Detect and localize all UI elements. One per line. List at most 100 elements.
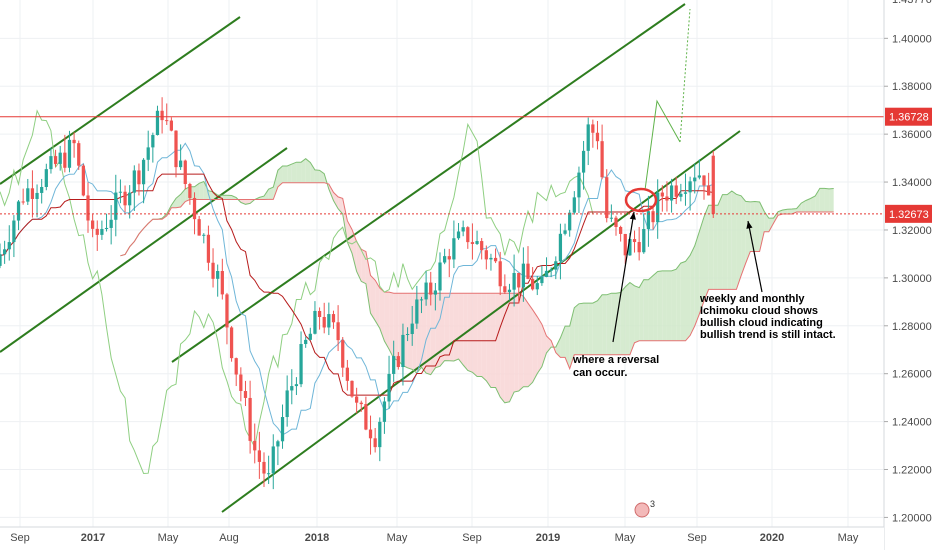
candle-body	[3, 249, 7, 255]
candle-body	[669, 185, 674, 201]
candle-body	[401, 334, 405, 368]
price-tag[interactable]	[885, 204, 932, 223]
candle-body	[114, 192, 118, 220]
price-tag-label: 1.36728	[889, 112, 929, 124]
candle-body	[239, 374, 243, 391]
x-tick-label: 2020	[760, 532, 784, 544]
cloud-segment	[393, 293, 399, 361]
candle-body	[693, 177, 697, 182]
candle-body	[253, 440, 257, 451]
y-tick-label: 1.26000	[892, 369, 932, 381]
candle-body	[12, 220, 16, 243]
candle-body	[285, 390, 289, 418]
cloud-segment	[518, 293, 524, 392]
x-tick-label: Sep	[462, 532, 482, 544]
annotation-cloud: weekly and monthly Ichimoku cloud shows …	[699, 293, 836, 341]
cloud-segment	[727, 190, 732, 290]
cloud-segment	[708, 205, 714, 290]
candle-body	[91, 220, 95, 229]
y-tick-label: 1.38000	[892, 81, 932, 93]
annotation-reversal-line-1: where a reversal	[572, 354, 659, 366]
cloud-segment	[736, 194, 742, 290]
y-tick-label-top: 1.43776	[892, 0, 932, 6]
cloud-segment	[801, 200, 806, 213]
cloud-segment	[671, 269, 677, 341]
arrow-cloud[interactable]	[747, 220, 763, 293]
trend-channel-line[interactable]	[171, 3, 686, 363]
ichimoku-cloud	[120, 158, 834, 403]
candle-body	[554, 261, 558, 270]
cloud-segment	[690, 245, 695, 336]
cloud-segment	[745, 201, 751, 264]
candle-body	[44, 169, 48, 187]
candle-body	[197, 219, 201, 236]
cloud-segment	[666, 270, 672, 341]
cloud-segment	[291, 162, 297, 183]
cloud-segment	[500, 293, 505, 403]
cloud-segment	[648, 275, 654, 341]
arrow-reversal-head	[629, 212, 636, 220]
candle-body	[711, 155, 715, 214]
cloud-segment	[532, 309, 538, 383]
candle-body	[104, 227, 109, 229]
candle-body	[688, 181, 692, 193]
candle-body	[373, 438, 377, 448]
cloud-segment	[449, 293, 454, 362]
cloud-segment	[643, 279, 649, 341]
price-tag[interactable]	[885, 107, 932, 126]
candle-body	[466, 227, 470, 243]
arrow-reversal[interactable]	[612, 211, 635, 343]
candle-body	[563, 230, 567, 234]
time-scale-panel[interactable]	[0, 527, 884, 550]
candle-body	[141, 159, 146, 185]
candle-body	[531, 278, 535, 290]
cloud-segment	[245, 199, 251, 205]
cloud-segment	[634, 285, 640, 343]
cloud-segment	[477, 293, 482, 377]
candle-body	[271, 446, 275, 474]
candle-body	[220, 271, 224, 295]
y-tick-label: 1.32000	[892, 225, 932, 237]
cloud-segment	[314, 169, 320, 183]
candle-body	[368, 429, 373, 439]
cloud-segment	[240, 199, 246, 205]
y-tick-label: 1.28000	[892, 321, 932, 333]
cloud-segment	[370, 275, 376, 321]
candle-body	[614, 217, 618, 228]
candle-body	[605, 177, 609, 219]
cloud-segment	[444, 293, 450, 361]
candle-body	[63, 152, 67, 168]
cloud-segment	[759, 201, 765, 252]
x-tick-label: 2017	[81, 532, 105, 544]
cloud-segment	[731, 190, 737, 290]
cloud-segment	[620, 286, 626, 355]
reversal-circle[interactable]	[624, 187, 658, 213]
chikou-span	[0, 109, 594, 475]
cloud-segment	[796, 203, 802, 213]
candle-body	[192, 197, 197, 220]
candle-body	[280, 417, 285, 442]
annotation-cloud-line-3: bullish cloud indicating	[700, 317, 823, 329]
candle-body	[632, 239, 637, 243]
candle-body	[456, 231, 461, 239]
candle-body	[707, 185, 711, 196]
cloud-segment	[514, 293, 519, 393]
candle-body	[656, 192, 660, 223]
candle-body	[392, 356, 396, 374]
y-tick-label: 1.24000	[892, 417, 932, 429]
price-scale-panel[interactable]	[884, 0, 932, 550]
trend-channel-line[interactable]	[0, 16, 241, 185]
trend-channel-line[interactable]	[0, 147, 288, 353]
candle-body	[313, 310, 317, 334]
candle-body	[359, 402, 363, 405]
cloud-segment	[588, 303, 593, 355]
ideas-badge[interactable]: 3	[634, 499, 655, 518]
cloud-segment	[722, 194, 728, 290]
x-tick-label: 2018	[305, 532, 329, 544]
candle-body	[410, 323, 414, 335]
cloud-segment	[537, 316, 542, 374]
candle-body	[304, 339, 308, 345]
forecast-path[interactable]	[644, 99, 681, 191]
